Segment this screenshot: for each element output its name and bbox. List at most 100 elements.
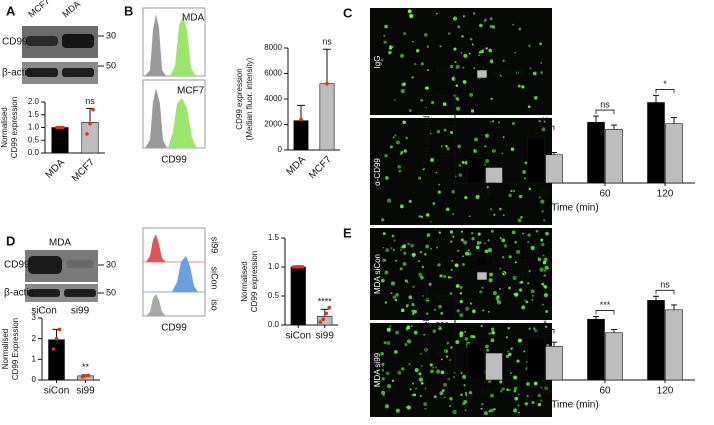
cell <box>449 131 454 135</box>
cell <box>411 309 415 314</box>
cell <box>446 341 450 345</box>
cell <box>389 325 392 328</box>
legend-swatch <box>476 257 488 267</box>
y-tick-label: 1.0 <box>268 262 280 271</box>
y-tick-label: 400 <box>436 65 450 74</box>
cell <box>408 109 412 112</box>
data-point <box>324 311 329 316</box>
cell <box>410 243 415 248</box>
cell <box>541 210 544 213</box>
data-point <box>51 347 56 351</box>
cell <box>479 23 483 28</box>
cell <box>430 221 432 223</box>
cell <box>537 257 542 262</box>
cell <box>458 164 462 167</box>
cell <box>408 295 413 300</box>
cell <box>406 325 411 330</box>
cell <box>436 246 439 249</box>
cell <box>384 154 388 158</box>
lane-label: siCon <box>31 306 57 317</box>
blot-title: MDA <box>49 238 72 249</box>
cell <box>492 291 497 296</box>
data-point <box>88 121 92 126</box>
y-tick-label: 6000 <box>264 69 282 78</box>
panel-label: D <box>6 233 15 248</box>
image-label: IgG <box>373 56 382 69</box>
cell <box>490 208 493 211</box>
cell <box>391 379 395 383</box>
bar <box>545 154 563 184</box>
cell <box>394 298 398 302</box>
bracket <box>535 329 555 334</box>
cell <box>468 215 471 218</box>
bracket <box>655 89 675 94</box>
y-tick-label: 8000 <box>264 43 282 52</box>
cell <box>545 309 549 313</box>
bracket <box>535 125 555 131</box>
cell <box>395 259 398 262</box>
cell <box>493 213 496 216</box>
cell <box>472 12 476 15</box>
x-tick-label: si99 <box>76 386 95 397</box>
cell <box>438 183 441 186</box>
cell <box>403 251 407 255</box>
cell <box>517 404 520 407</box>
cell <box>514 261 517 264</box>
cell <box>397 164 401 169</box>
cell <box>442 102 447 107</box>
legend-label: α-CD99 <box>492 68 523 78</box>
cell <box>439 274 443 278</box>
marker-label: 30 <box>106 30 116 40</box>
cell <box>380 351 384 356</box>
micrograph <box>370 323 552 417</box>
cell <box>403 32 407 36</box>
cell <box>440 145 443 148</box>
cell <box>432 366 435 369</box>
legend-label: MDA Scr <box>492 256 528 266</box>
cell <box>440 370 445 375</box>
legend-label: MDA si99 <box>492 270 531 280</box>
cell <box>537 393 541 398</box>
cell <box>399 267 403 271</box>
cell <box>540 199 545 204</box>
cell <box>516 249 521 255</box>
cell <box>445 355 449 358</box>
cell <box>417 176 422 180</box>
cell <box>450 268 454 272</box>
y-tick-label: 1.5 <box>28 110 40 119</box>
cell <box>475 194 480 200</box>
cell <box>412 393 416 397</box>
cell <box>544 265 549 270</box>
cell <box>543 219 546 222</box>
cell <box>408 363 411 366</box>
cell <box>489 408 494 413</box>
cell <box>455 84 459 87</box>
cell <box>481 286 484 289</box>
cell <box>399 153 402 156</box>
cell <box>389 145 393 149</box>
cell <box>412 40 414 43</box>
bar <box>81 122 99 154</box>
bar <box>290 266 306 326</box>
cell <box>490 393 494 398</box>
cell <box>491 120 495 123</box>
cell <box>513 190 516 192</box>
data-point <box>321 317 326 322</box>
cell <box>389 45 392 48</box>
cell <box>441 389 445 392</box>
cell <box>449 359 452 362</box>
cell <box>526 394 529 398</box>
data-point <box>61 125 65 130</box>
marker-label: 30 <box>106 259 116 269</box>
cell <box>473 67 476 70</box>
cell <box>426 69 429 72</box>
cell <box>447 377 451 381</box>
cell <box>464 391 468 395</box>
cell <box>513 389 517 393</box>
cell <box>409 13 411 16</box>
cell <box>455 340 460 345</box>
cell <box>434 308 437 311</box>
y-tick-label: 2000 <box>264 120 282 129</box>
legend-swatch <box>476 55 488 65</box>
cell <box>420 381 424 385</box>
